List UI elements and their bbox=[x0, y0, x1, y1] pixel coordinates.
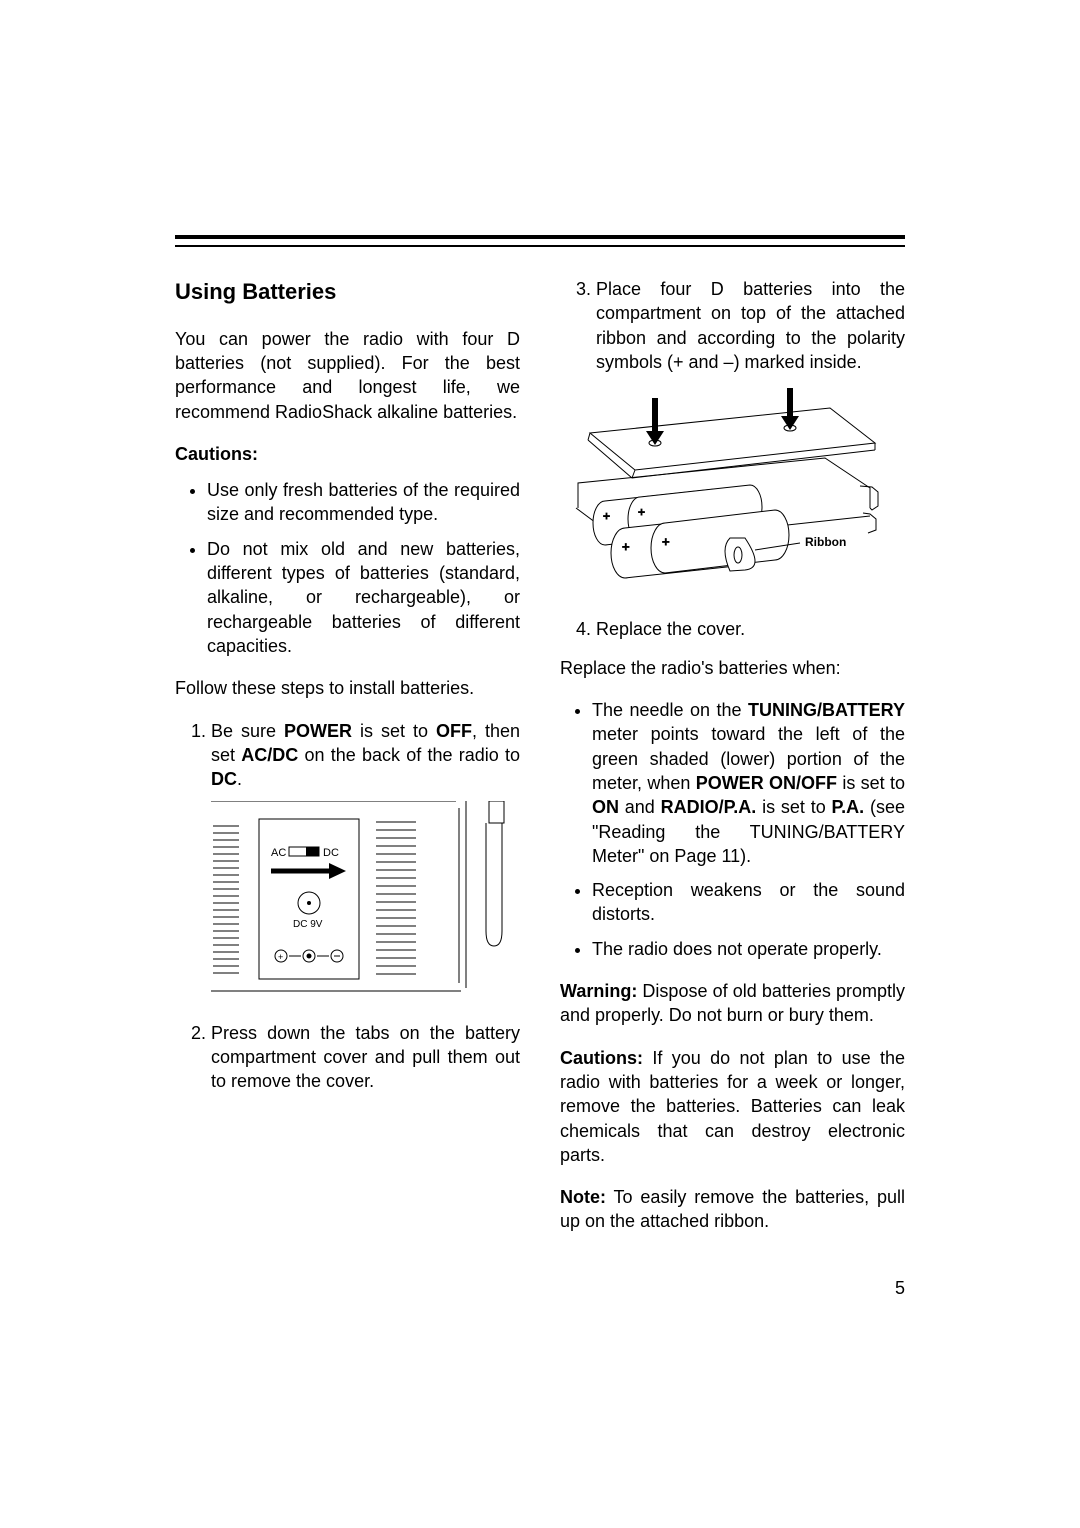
warning-label: Warning: bbox=[560, 981, 637, 1001]
dc9v-label: DC 9V bbox=[293, 919, 323, 930]
step3-text: Place four D batteries into the compartm… bbox=[596, 279, 905, 372]
caution-item: Use only fresh batteries of the required… bbox=[207, 478, 520, 527]
battery-compartment-diagram: + + + + Ribbon bbox=[570, 388, 900, 593]
step1-power: POWER bbox=[284, 721, 352, 741]
ribbon-label: Ribbon bbox=[805, 535, 846, 549]
svg-text:+: + bbox=[662, 534, 670, 549]
note-label: Note: bbox=[560, 1187, 606, 1207]
step1-acdc: AC/DC bbox=[241, 745, 298, 765]
dc-label: DC bbox=[323, 847, 339, 859]
step1-off: OFF bbox=[436, 721, 472, 741]
grille-right-icon bbox=[376, 822, 416, 974]
when1-e: is set to bbox=[756, 797, 831, 817]
replace-when-item: The needle on the TUNING/BATTERY meter p… bbox=[592, 698, 905, 868]
cautions2-label: Cautions: bbox=[560, 1048, 643, 1068]
replace-when-intro: Replace the radio's batteries when: bbox=[560, 656, 905, 680]
when1-tuning: TUNING/BATTERY bbox=[748, 700, 905, 720]
antenna-icon bbox=[486, 801, 504, 946]
columns: Using Batteries You can power the radio … bbox=[175, 277, 905, 1252]
intro-paragraph: You can power the radio with four D batt… bbox=[175, 327, 520, 424]
arrow-down-icon bbox=[646, 388, 799, 445]
page: Using Batteries You can power the radio … bbox=[0, 0, 1080, 1528]
replace-when-item: The radio does not operate properly. bbox=[592, 937, 905, 961]
ac-label: AC bbox=[271, 847, 286, 859]
grille-left-icon bbox=[211, 821, 241, 981]
figure-battery-compartment: + + + + Ribbon bbox=[570, 388, 905, 599]
cautions-label: Cautions: bbox=[175, 442, 520, 466]
svg-text:+: + bbox=[603, 509, 610, 523]
step1-text-d: on the back of the radio to bbox=[298, 745, 520, 765]
right-column: Place four D batteries into the compartm… bbox=[560, 277, 905, 1252]
when1-d: and bbox=[619, 797, 661, 817]
batteries-icon: + + + + bbox=[593, 485, 789, 578]
left-column: Using Batteries You can power the radio … bbox=[175, 277, 520, 1252]
replace-when-list: The needle on the TUNING/BATTERY meter p… bbox=[560, 698, 905, 961]
when1-c: is set to bbox=[837, 773, 905, 793]
cautions-list: Use only fresh batteries of the required… bbox=[175, 478, 520, 658]
follow-steps: Follow these steps to install batteries. bbox=[175, 676, 520, 700]
step-1: Be sure POWER is set to OFF, then set AC… bbox=[211, 719, 520, 1003]
cautions2-paragraph: Cautions: If you do not plan to use the … bbox=[560, 1046, 905, 1167]
install-steps-right-2: Replace the cover. bbox=[560, 617, 905, 641]
back-panel-diagram: AC DC bbox=[211, 801, 506, 996]
when1-radio: RADIO/P.A. bbox=[661, 797, 757, 817]
install-steps-left: Be sure POWER is set to OFF, then set AC… bbox=[175, 719, 520, 1094]
install-steps-right: Place four D batteries into the compartm… bbox=[560, 277, 905, 374]
svg-text:+: + bbox=[622, 539, 630, 554]
note-paragraph: Note: To easily remove the batteries, pu… bbox=[560, 1185, 905, 1234]
step1-text-e: . bbox=[237, 769, 242, 789]
step-2: Press down the tabs on the battery compa… bbox=[211, 1021, 520, 1094]
svg-text:+: + bbox=[638, 505, 645, 519]
step1-dc: DC bbox=[211, 769, 237, 789]
warning-paragraph: Warning: Dispose of old batteries prompt… bbox=[560, 979, 905, 1028]
caution-item: Do not mix old and new batteries, differ… bbox=[207, 537, 520, 658]
replace-when-item: Reception weakens or the sound distorts. bbox=[592, 878, 905, 927]
when1-pa: P.A. bbox=[832, 797, 865, 817]
when1-power: POWER ON/OFF bbox=[696, 773, 837, 793]
horizontal-rule bbox=[175, 235, 905, 247]
page-number: 5 bbox=[895, 1278, 905, 1299]
when1-a: The needle on the bbox=[592, 700, 748, 720]
svg-text:+: + bbox=[278, 952, 283, 962]
step-4: Replace the cover. bbox=[596, 617, 905, 641]
figure-back-panel: AC DC bbox=[211, 801, 520, 1002]
note-text: To easily remove the batteries, pull up … bbox=[560, 1187, 905, 1231]
step1-text-b: is set to bbox=[352, 721, 436, 741]
step1-text-a: Be sure bbox=[211, 721, 284, 741]
heading-using-batteries: Using Batteries bbox=[175, 277, 520, 307]
when1-on: ON bbox=[592, 797, 619, 817]
step-3: Place four D batteries into the compartm… bbox=[596, 277, 905, 374]
